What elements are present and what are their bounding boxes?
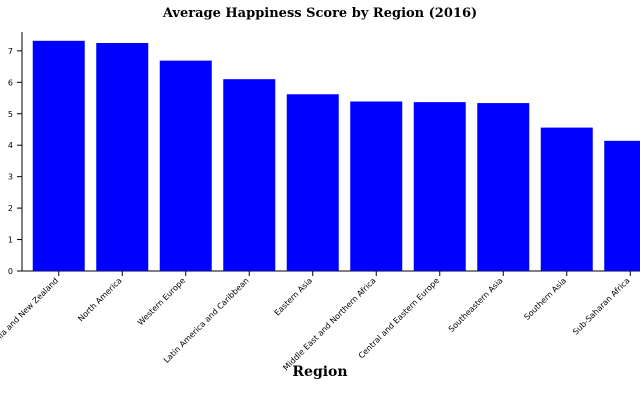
bar (286, 94, 339, 271)
bar (223, 79, 276, 271)
y-tick-label: 6 (8, 78, 13, 87)
y-tick-label: 4 (8, 141, 13, 150)
x-axis-label: Region (292, 364, 347, 380)
x-tick-label: North America (76, 276, 123, 323)
bar (604, 140, 640, 271)
bars (32, 40, 640, 272)
y-tick-label: 0 (8, 267, 13, 276)
x-tick-label: Western Europe (136, 276, 187, 327)
y-axis: 0 1 2 3 4 5 6 7 (8, 32, 23, 276)
bar (540, 127, 593, 271)
bar (159, 60, 212, 272)
y-tick-label: 2 (8, 204, 13, 213)
y-tick-label: 1 (8, 236, 13, 245)
chart-title: Average Happiness Score by Region (2016) (162, 6, 477, 21)
y-tick-label: 3 (8, 173, 13, 182)
bar (477, 103, 530, 272)
y-tick-label: 7 (8, 47, 13, 56)
x-tick-label: Southeastern Asia (447, 276, 505, 334)
x-tick-label: Australia and New Zealand (0, 276, 60, 359)
bar (350, 101, 403, 271)
x-tick-label: Sub-Saharan Africa (571, 276, 632, 337)
bar (413, 102, 466, 272)
bar (96, 43, 149, 272)
y-tick-label: 5 (8, 110, 13, 119)
bar (32, 40, 85, 271)
x-tick-labels: Australia and New Zealand North America We… (0, 271, 632, 372)
x-tick-label: Eastern Asia (273, 276, 315, 318)
x-tick-label: Southern Asia (522, 276, 568, 322)
